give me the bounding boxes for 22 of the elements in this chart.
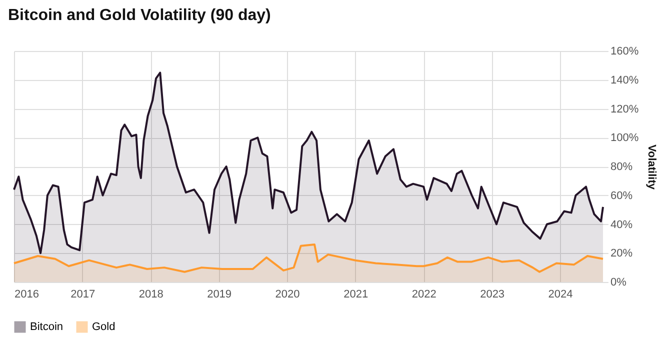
x-tick-label: 2020 [275,288,300,300]
legend-label: Gold [92,321,116,333]
x-tick-label: 2023 [480,288,505,300]
y-axis-title: Volatility [646,144,658,190]
x-tick-label: 2018 [138,288,164,300]
y-tick-label: 160% [610,46,639,58]
chart-title: Bitcoin and Gold Volatility (90 day) [8,7,271,24]
y-tick-label: 20% [610,248,633,260]
legend-label: Bitcoin [30,321,64,333]
x-tick-label: 2016 [14,288,39,300]
x-tick-label: 2021 [344,288,368,300]
x-tick-label: 2024 [548,288,573,300]
y-tick-label: 40% [610,218,633,231]
y-tick-label: 60% [610,190,633,202]
y-tick-label: 0% [610,276,627,288]
x-tick-label: 2022 [412,288,436,300]
y-tick-label: 140% [610,74,639,86]
y-tick-label: 120% [610,103,639,116]
x-tick-label: 2017 [70,288,96,300]
y-tick-label: 80% [610,161,633,173]
x-tick-label: 2019 [207,288,232,300]
y-tick-label: 100% [610,132,639,144]
